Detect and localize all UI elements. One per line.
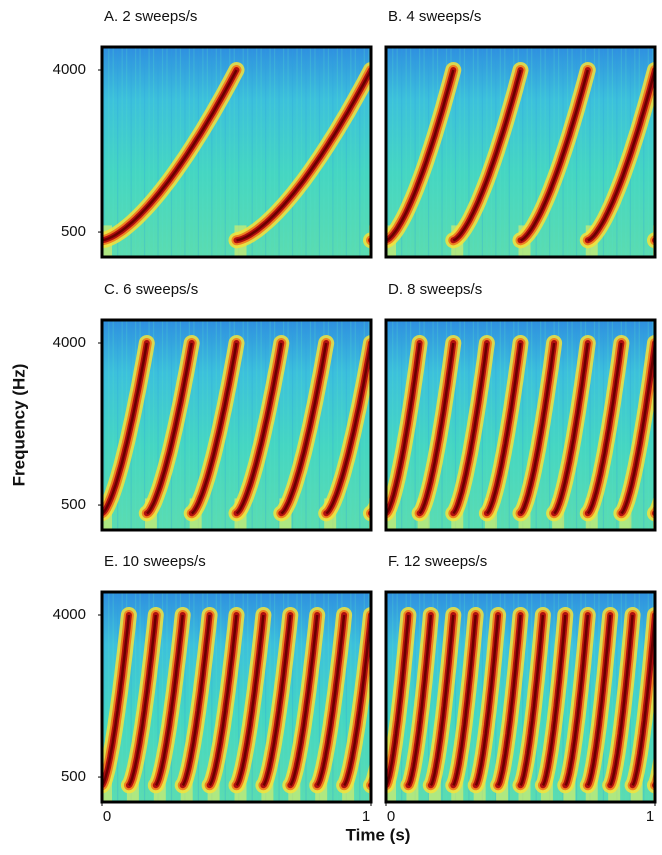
spectrogram <box>102 320 371 530</box>
x-tick-label: 0 <box>103 808 111 825</box>
y-tick-label: 500 <box>61 496 86 513</box>
sweep-core <box>325 342 371 515</box>
sweep-core <box>486 342 522 515</box>
sweep-core <box>587 69 655 242</box>
frame <box>384 318 657 532</box>
sweep-core <box>541 614 567 787</box>
sweep-core <box>407 614 433 787</box>
sweep-core <box>102 69 238 242</box>
frame <box>384 590 657 804</box>
sweep-core <box>586 342 623 515</box>
sweep-core <box>386 69 455 242</box>
spectrogram-body <box>102 47 371 257</box>
panel-title: C. 6 sweeps/s <box>104 281 198 298</box>
spectrogram-body <box>102 592 371 802</box>
y-tick-label: 500 <box>61 768 86 785</box>
spectrogram <box>102 47 371 257</box>
sweep-core <box>564 614 590 787</box>
sweep-core <box>386 614 410 787</box>
panel-title: D. 8 sweeps/s <box>388 281 482 298</box>
sweep-core <box>497 614 522 787</box>
sweep-core <box>620 342 655 515</box>
frame <box>100 590 373 804</box>
y-axis-title: Frequency (Hz) <box>9 364 28 487</box>
sweep-core <box>208 614 238 787</box>
panel-title: B. 4 sweeps/s <box>388 8 481 25</box>
frame <box>384 45 657 259</box>
sweep-core <box>586 614 612 787</box>
sweep-core <box>418 342 455 515</box>
spectrogram <box>102 592 371 802</box>
y-tick-label: 4000 <box>53 334 86 351</box>
sweep-core <box>316 614 346 787</box>
x-tick-label: 1 <box>646 808 654 825</box>
sweep-core <box>343 614 371 787</box>
x-tick-label: 0 <box>387 808 395 825</box>
sweep-core <box>631 614 655 787</box>
sweep-core <box>452 69 522 242</box>
sweep-core <box>146 342 193 515</box>
sweep-core <box>235 342 283 515</box>
spectrogram-body <box>386 592 655 802</box>
sweep-core <box>429 614 455 787</box>
sweep-core <box>519 614 545 787</box>
sweep-core <box>128 614 158 787</box>
spectrogram-body <box>386 320 655 530</box>
panel-title: F. 12 sweeps/s <box>388 553 487 570</box>
sweep-core <box>102 342 149 515</box>
y-tick-label: 500 <box>61 223 86 240</box>
sweep-core <box>235 614 265 787</box>
frame <box>100 318 373 532</box>
sweep-core <box>102 614 131 787</box>
sweep-core <box>280 342 328 515</box>
spectrogram <box>386 320 655 530</box>
panel-title: E. 10 sweeps/s <box>104 553 206 570</box>
panel-title: A. 2 sweeps/s <box>104 8 197 25</box>
sweep-core <box>520 69 590 242</box>
sweep-core <box>154 614 184 787</box>
y-tick-label: 4000 <box>53 606 86 623</box>
sweep-core <box>289 614 319 787</box>
sweep-core <box>262 614 292 787</box>
sweep-core <box>553 342 590 515</box>
spectrogram <box>386 47 655 257</box>
sweep-core <box>452 342 489 515</box>
sweep-core <box>236 69 371 242</box>
spectrogram <box>386 592 655 802</box>
spectrogram-body <box>102 320 371 530</box>
y-tick-label: 4000 <box>53 61 86 78</box>
x-tick-label: 1 <box>362 808 370 825</box>
sweep-core <box>181 614 211 787</box>
sweep-core <box>386 342 421 515</box>
sweep-core <box>474 614 500 787</box>
spectrogram-body <box>386 47 655 257</box>
frame <box>100 45 373 259</box>
sweep-core <box>609 614 634 787</box>
sweep-core <box>452 614 477 787</box>
sweep-core <box>519 342 556 515</box>
x-axis-title: Time (s) <box>346 825 411 844</box>
sweep-core <box>191 342 238 515</box>
